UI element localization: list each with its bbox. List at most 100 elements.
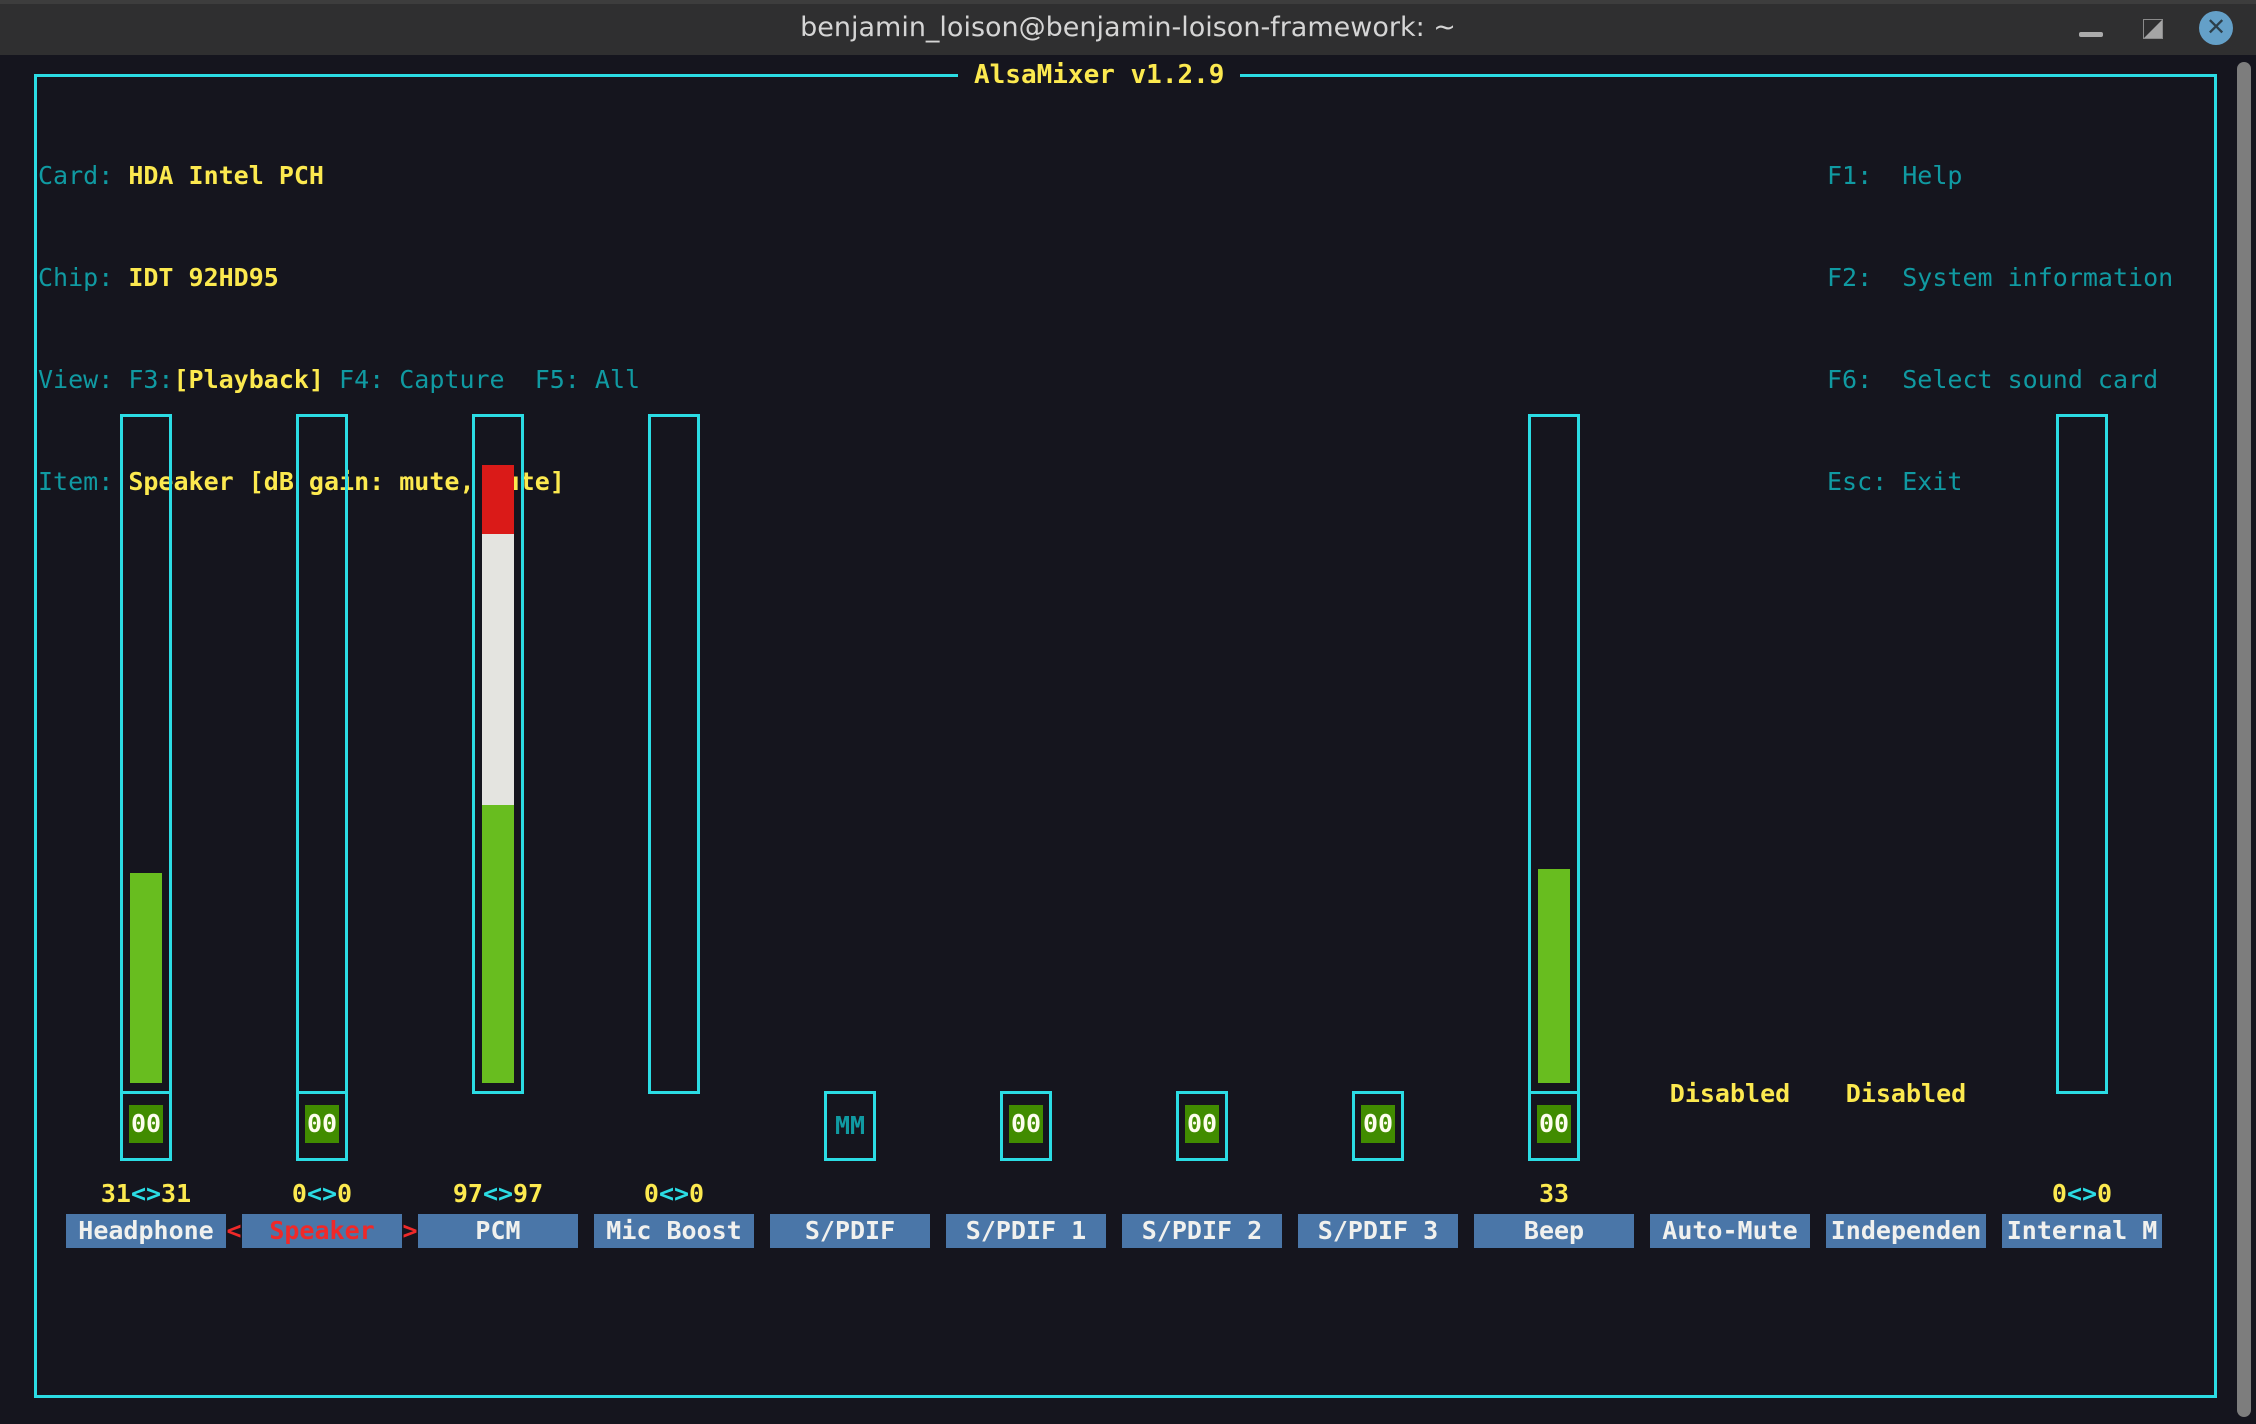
channel-value: 0<>0 [234, 1177, 410, 1211]
view-row: View: F3:[Playback] F4: Capture F5: All [38, 363, 640, 397]
mute-state-on[interactable]: 00 [129, 1105, 163, 1143]
channel-label[interactable]: Independen [1826, 1214, 1986, 1248]
item-row: Item: Speaker [dB gain: mute, mute] [38, 465, 640, 499]
channel-label[interactable]: Internal M [2002, 1214, 2162, 1248]
volume-bar[interactable] [648, 414, 700, 1094]
channel-headphone[interactable]: 00 31<>31 Headphone [58, 414, 234, 1264]
channel-label[interactable]: S/PDIF [770, 1214, 930, 1248]
channel-value: 31<>31 [58, 1177, 234, 1211]
channel-label[interactable]: Auto-Mute [1650, 1214, 1810, 1248]
volume-fill [306, 417, 338, 1083]
value-number: 97 [452, 1179, 483, 1208]
channel-pcm[interactable]: 97<>97 PCM [410, 414, 586, 1264]
view-label: View: [38, 365, 129, 394]
window-titlebar[interactable]: benjamin_loison@benjamin-loison-framewor… [0, 0, 2256, 55]
mixer-info: Card: HDA Intel PCH Chip: IDT 92HD95 Vie… [38, 91, 640, 567]
help-esc[interactable]: Esc: Exit [1827, 467, 1963, 496]
channel-s-pdif-2[interactable]: 00 S/PDIF 2 [1114, 414, 1290, 1264]
channel-label[interactable]: S/PDIF 2 [1122, 1214, 1282, 1248]
volume-fill [1538, 417, 1570, 1083]
value-separator: <> [306, 1179, 338, 1208]
help-f1[interactable]: F1: Help [1827, 161, 1963, 190]
value-number: 31 [161, 1179, 192, 1208]
window-title: benjamin_loison@benjamin-loison-framewor… [800, 12, 1456, 43]
channel-value: 0<>0 [1994, 1177, 2170, 1211]
volume-bar[interactable] [2056, 414, 2108, 1094]
channel-status: Disabled [1845, 1079, 1967, 1108]
channel-beep[interactable]: 00 33 Beep [1466, 414, 1642, 1264]
volume-fill [658, 417, 690, 1083]
channel-label[interactable]: Speaker [242, 1214, 402, 1248]
mute-switch-box[interactable] [824, 1091, 876, 1161]
channel-internal-m[interactable]: 0<>0 Internal M [1994, 414, 2170, 1264]
channel-s-pdif-1[interactable]: 00 S/PDIF 1 [938, 414, 1114, 1264]
value-number: 0 [291, 1179, 307, 1208]
value-number: 0 [689, 1179, 705, 1208]
fill-segment-green [482, 805, 514, 1083]
mute-switch-box[interactable] [296, 1091, 348, 1161]
mute-state-on[interactable]: 00 [1537, 1105, 1571, 1143]
channel-label[interactable]: PCM [418, 1214, 578, 1248]
mute-switch-box[interactable] [1000, 1091, 1052, 1161]
value-number: 0 [337, 1179, 353, 1208]
card-label: Card: [38, 161, 129, 190]
mute-state-on[interactable]: 00 [1361, 1105, 1395, 1143]
channel-value: 33 [1466, 1177, 1642, 1211]
value-number: 0 [643, 1179, 659, 1208]
channel-value: 0<>0 [586, 1177, 762, 1211]
mute-state-muted[interactable]: MM [834, 1111, 866, 1140]
channel-label[interactable]: Beep [1474, 1214, 1634, 1248]
volume-fill [2066, 417, 2098, 1083]
channel-independen[interactable]: Disabled Independen [1818, 414, 1994, 1264]
channel-mic-boost[interactable]: 0<>0 Mic Boost [586, 414, 762, 1264]
mute-switch-box[interactable] [1528, 1091, 1580, 1161]
value-number: 31 [100, 1179, 131, 1208]
value-number: 0 [2097, 1179, 2113, 1208]
volume-fill [130, 417, 162, 1083]
mute-switch-box[interactable] [120, 1091, 172, 1161]
volume-fill [482, 417, 514, 1083]
mute-switch-box[interactable] [1352, 1091, 1404, 1161]
fill-segment-red [482, 465, 514, 534]
value-separator: <> [2066, 1179, 2098, 1208]
mute-state-on[interactable]: 00 [305, 1105, 339, 1143]
value-separator: <> [658, 1179, 690, 1208]
mute-state-on[interactable]: 00 [1009, 1105, 1043, 1143]
app-title: AlsaMixer v1.2.9 [958, 56, 1241, 94]
close-icon[interactable]: ✕ [2199, 11, 2233, 45]
chip-value: IDT 92HD95 [128, 263, 279, 292]
help-f6[interactable]: F6: Select sound card [1827, 365, 2159, 394]
channel-label[interactable]: S/PDIF 1 [946, 1214, 1106, 1248]
fill-segment-green [1538, 869, 1570, 1083]
view-playback-mode: [Playback] [173, 365, 324, 394]
channel-label[interactable]: Mic Boost [594, 1214, 754, 1248]
fill-segment-white [482, 534, 514, 805]
restore-icon[interactable] [2143, 19, 2163, 39]
mute-state-on[interactable]: 00 [1185, 1105, 1219, 1143]
selected-arrow-left: < [226, 1216, 242, 1245]
channel-label[interactable]: S/PDIF 3 [1298, 1214, 1458, 1248]
item-value: Speaker [dB gain: mute, mute] [128, 467, 565, 496]
view-other-modes[interactable]: F4: Capture F5: All [323, 365, 641, 394]
mute-switch-box[interactable] [1176, 1091, 1228, 1161]
help-f2[interactable]: F2: System information [1827, 263, 2174, 292]
value-number: 97 [513, 1179, 544, 1208]
channel-label[interactable]: Headphone [66, 1214, 226, 1248]
fill-segment-green [130, 873, 162, 1083]
channel-status: Disabled [1669, 1079, 1791, 1108]
channel-s-pdif[interactable]: MM S/PDIF [762, 414, 938, 1264]
volume-bar[interactable] [472, 414, 524, 1094]
terminal-scrollbar[interactable] [2237, 62, 2251, 1417]
card-row: Card: HDA Intel PCH [38, 159, 640, 193]
help-menu: F1: Help F2: System information F6: Sele… [1827, 91, 2173, 567]
item-label: Item: [38, 467, 129, 496]
view-f3-key[interactable]: F3: [128, 365, 174, 394]
chip-row: Chip: IDT 92HD95 [38, 261, 640, 295]
channel-auto-mute[interactable]: Disabled Auto-Mute [1642, 414, 1818, 1264]
channel-speaker[interactable]: 00 0<>0 Speaker < > [226, 414, 418, 1264]
card-value: HDA Intel PCH [128, 161, 324, 190]
value-number: 33 [1538, 1179, 1570, 1208]
channel-s-pdif-3[interactable]: 00 S/PDIF 3 [1290, 414, 1466, 1264]
minimize-icon[interactable] [2079, 32, 2103, 37]
